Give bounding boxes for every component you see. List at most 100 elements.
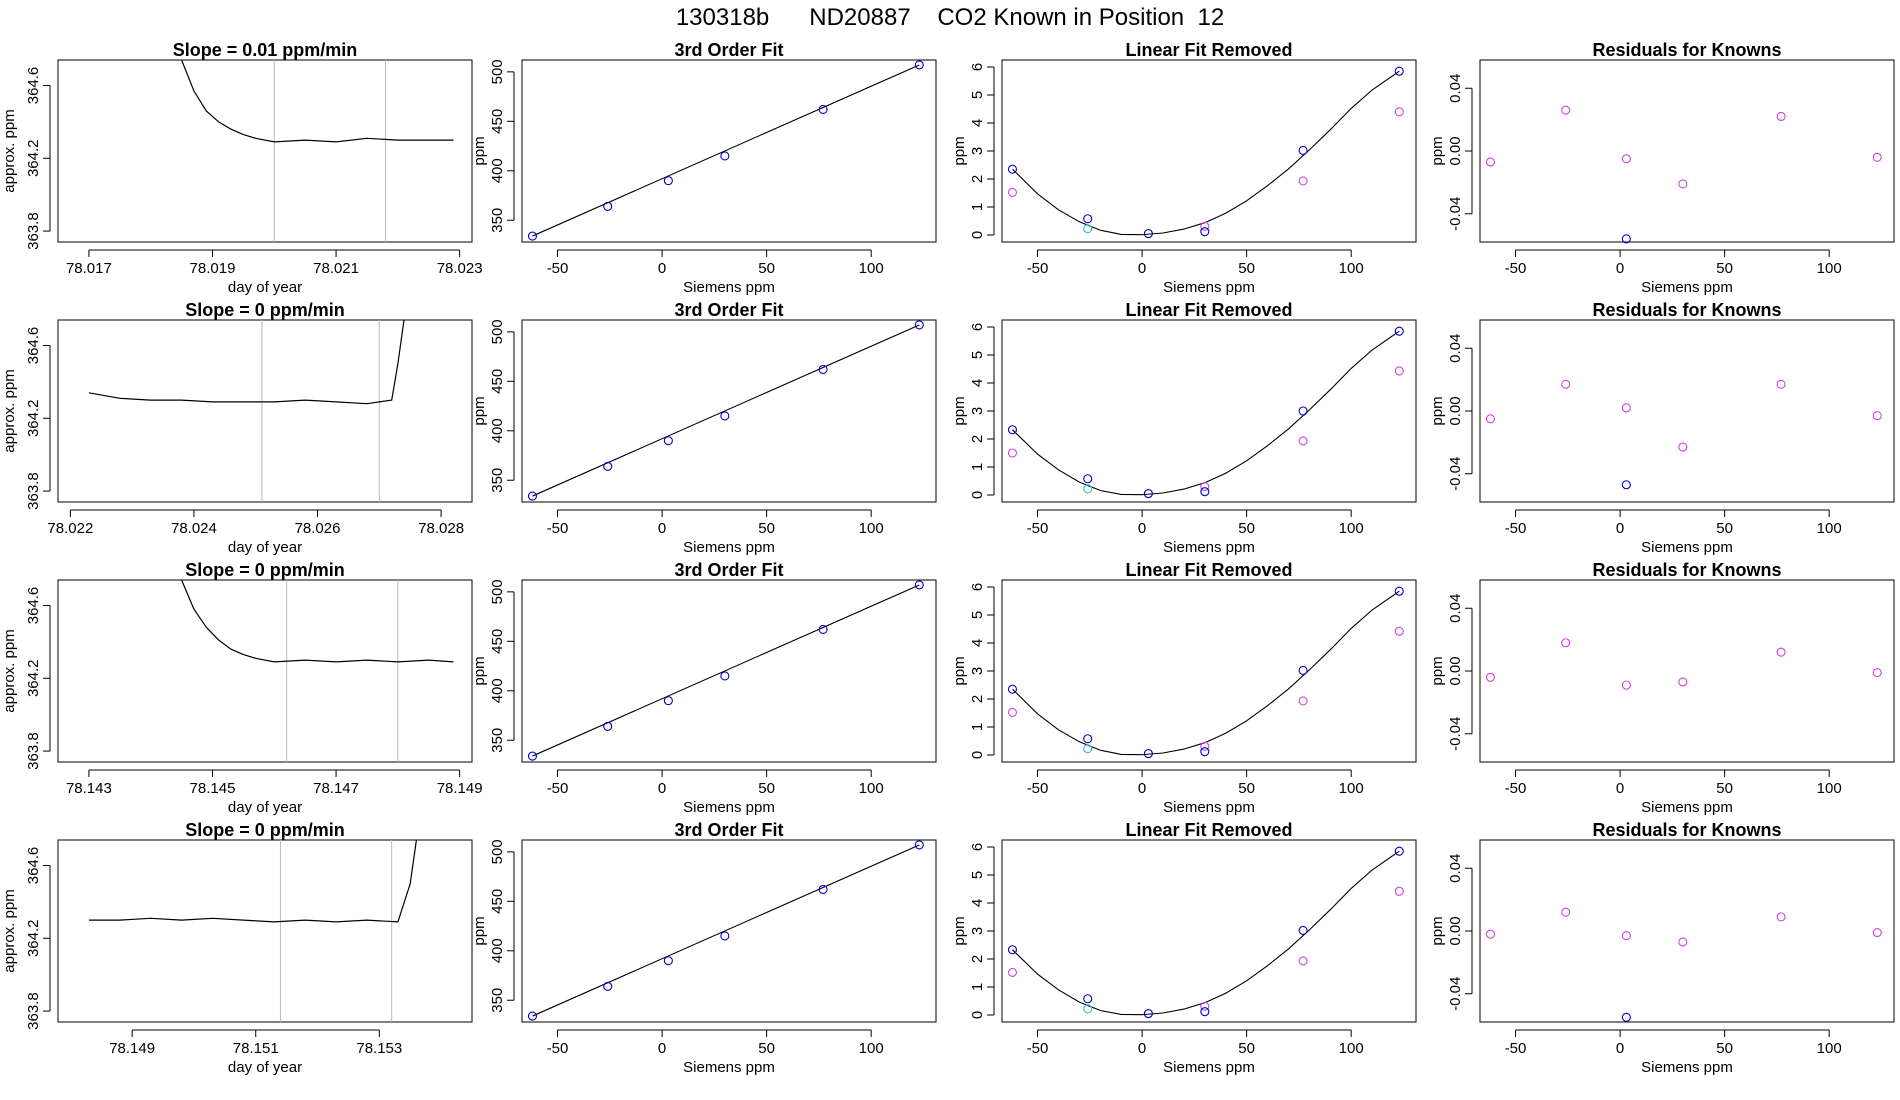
- panel-r3-c4-data-point-magenta: [1485, 672, 1496, 682]
- panel-r2-c3-y-label: ppm: [951, 396, 968, 425]
- panel-r2-c1-trace: [88, 320, 405, 405]
- panel-r3-c3-fit-curve: [1012, 590, 1400, 756]
- panel-r4-c4-x-tick-label: -50: [1505, 1040, 1527, 1057]
- panel-r1-c1-x-tick-label: 78.021: [313, 260, 359, 277]
- panel-r4-c4-data-point-magenta: [1561, 907, 1571, 917]
- panel-r3-c3-data-point-magenta: [1007, 707, 1018, 717]
- panel-r1-c1-x-tick-label: 78.017: [66, 260, 112, 277]
- panel-r3-c2-data-point: [603, 721, 613, 731]
- panel-r3-c3-y-tick-label: 6: [969, 583, 986, 591]
- panel-r1-c4-y-tick-label: -0.04: [1447, 197, 1464, 231]
- panel-r2-c3-x-tick-label: 0: [1138, 520, 1146, 537]
- panel-r4-c2-title: 3rd Order Fit: [674, 820, 783, 840]
- panel-r3-c1-y-tick-label: 364.6: [25, 587, 42, 625]
- panel-r3-c1-y-label: approx. ppm: [1, 629, 18, 712]
- panel-r1-c3-x-label: Siemens ppm: [1163, 279, 1255, 296]
- panel-r4-c2-data-point: [603, 981, 613, 991]
- panel-r3-c4-data-point-magenta: [1872, 668, 1882, 678]
- panel-r2-c3-title: Linear Fit Removed: [1125, 300, 1292, 320]
- panel-r3-c4-y-label: ppm: [1429, 656, 1446, 685]
- panel-r2-c1-y-tick-label: 364.6: [25, 327, 42, 365]
- panel-r3-c3-y-tick-label: 4: [969, 639, 986, 647]
- panel-r1-c2-x-tick-label: 50: [758, 260, 775, 277]
- panel-r1-c4-frame: [1479, 59, 1895, 243]
- panel-r4-c1-plot-area: [88, 840, 417, 1022]
- panel-r4-c2-x-label: Siemens ppm: [683, 1059, 775, 1076]
- panel-r4-c4-data-point-magenta: [1678, 937, 1688, 947]
- panel-r4-c1-x-label: day of year: [228, 1059, 302, 1076]
- panel-r4-c2-y-label: ppm: [471, 916, 488, 945]
- panel-r3-c4-data-point-magenta: [1776, 647, 1786, 657]
- panel-r4-c1-y-label: approx. ppm: [1, 889, 18, 972]
- panel-r3-c2-plot-area: [532, 584, 920, 757]
- panel-r1-c3-x-tick-label: 50: [1238, 260, 1255, 277]
- panel-r4-c1-frame: [57, 839, 473, 1023]
- panel-r4-c3-data-point-blue: [1200, 1007, 1210, 1017]
- panel-r3-c3-data-point-blue: [1200, 747, 1210, 757]
- panel-r3-c2-y-label: ppm: [471, 656, 488, 685]
- panel-r2-c2-data-point: [663, 436, 673, 446]
- panel-r4-c2-x-tick-label: 50: [758, 1040, 775, 1057]
- panel-r4-c2-frame: [521, 839, 937, 1023]
- panel-r2-c3-y-tick-label: 1: [969, 463, 986, 471]
- panel-r2-c3-y-tick-label: 4: [969, 379, 986, 387]
- panel-r1-c3-y-tick-label: 5: [969, 91, 986, 99]
- panel-r2-c3-x-tick-label: -50: [1027, 520, 1049, 537]
- panel-r2-c2-y-tick-label: 400: [489, 418, 506, 443]
- panel-r3-c3-y-tick-label: 3: [969, 667, 986, 675]
- panel-r1-c2-frame: [521, 59, 937, 243]
- panel-r3-c3-data-point-magenta: [1200, 741, 1210, 751]
- panel-r3-c3-data-point-blue: [1007, 684, 1018, 694]
- panel-r2-c3-data-point-cyan: [1083, 484, 1093, 494]
- panel-r1-c2-y-tick-label: 350: [489, 208, 506, 233]
- panel-r4-c3-x-tick-label: 0: [1138, 1040, 1146, 1057]
- panel-r4-c3-frame: [1001, 839, 1417, 1023]
- panel-r2-c4-data-point-magenta: [1561, 379, 1571, 389]
- panel-r2-c2-x-tick-label: 100: [859, 520, 884, 537]
- panel-r3-c3-y-tick-label: 2: [969, 695, 986, 703]
- panel-r2-c4-data-point-magenta: [1485, 414, 1496, 424]
- panel-r4-c1-y-tick-label: 364.6: [25, 847, 42, 885]
- panel-r1-c2-plot-area: [532, 64, 920, 237]
- panel-r1-c2-x-tick-label: 0: [658, 260, 666, 277]
- panel-r1-c1-title: Slope = 0.01 ppm/min: [173, 40, 358, 60]
- panel-r3-c1-x-tick-label: 78.145: [190, 780, 236, 797]
- panel-r4-c4-x-tick-label: 0: [1616, 1040, 1624, 1057]
- panel-r4-c3-data-point-magenta: [1200, 1001, 1210, 1011]
- panel-r3-c3-x-label: Siemens ppm: [1163, 799, 1255, 816]
- panel-r4-c3-data-point-blue: [1394, 846, 1404, 856]
- panel-r2-c3-data-point-blue: [1083, 474, 1093, 484]
- panel-r2-c2-y-tick-label: 350: [489, 468, 506, 493]
- panel-r4-c2-y-tick-label: 400: [489, 938, 506, 963]
- panel-r1-c2-title: 3rd Order Fit: [674, 40, 783, 60]
- panel-r2-c2-title: 3rd Order Fit: [674, 300, 783, 320]
- panel-r1-c3-plot-area: [1012, 70, 1400, 236]
- panel-r3-c3-x-tick-label: 0: [1138, 780, 1146, 797]
- panel-r1-c4-data-point-magenta: [1776, 111, 1786, 122]
- panel-r1-c3-frame: [1001, 59, 1417, 243]
- panel-r3-c1-trace: [181, 580, 454, 663]
- panel-r3-c1-y-tick-label: 363.8: [25, 732, 42, 770]
- panel-r4-c4-y-tick-label: 0.04: [1447, 854, 1464, 883]
- panel-r2-c2-data-point: [818, 364, 828, 375]
- panel-r1-c3-y-tick-label: 2: [969, 175, 986, 183]
- panel-r4-c3-data-point-magenta: [1394, 886, 1404, 896]
- panel-r1-c4-data-point-magenta: [1872, 152, 1882, 162]
- panel-r3-c2-x-label: Siemens ppm: [683, 799, 775, 816]
- panel-r3-c2-y-tick-label: 400: [489, 678, 506, 703]
- panel-r2-c3-data-point-magenta: [1007, 448, 1018, 458]
- panel-r3-c1-x-tick-label: 78.149: [437, 780, 483, 797]
- panel-r3-c4-x-tick-label: 50: [1716, 780, 1733, 797]
- panel-r4-c3-data-point-magenta: [1298, 956, 1308, 966]
- panel-r3-c3-plot-area: [1012, 590, 1400, 756]
- panel-r2-c1-plot-area: [88, 320, 405, 502]
- panel-r1-c3-y-tick-label: 0: [969, 231, 986, 239]
- panel-r3-c3-y-label: ppm: [951, 656, 968, 685]
- panel-r3-c2-data-point: [527, 751, 538, 761]
- panel-r2-c2-data-point: [720, 411, 730, 421]
- panel-r1-c4-x-tick-label: -50: [1505, 260, 1527, 277]
- panel-r2-c2-y-tick-label: 450: [489, 369, 506, 394]
- panel-r4-c3-title: Linear Fit Removed: [1125, 820, 1292, 840]
- panel-r4-c3-y-tick-label: 4: [969, 899, 986, 907]
- panel-r2-c2-x-tick-label: 0: [658, 520, 666, 537]
